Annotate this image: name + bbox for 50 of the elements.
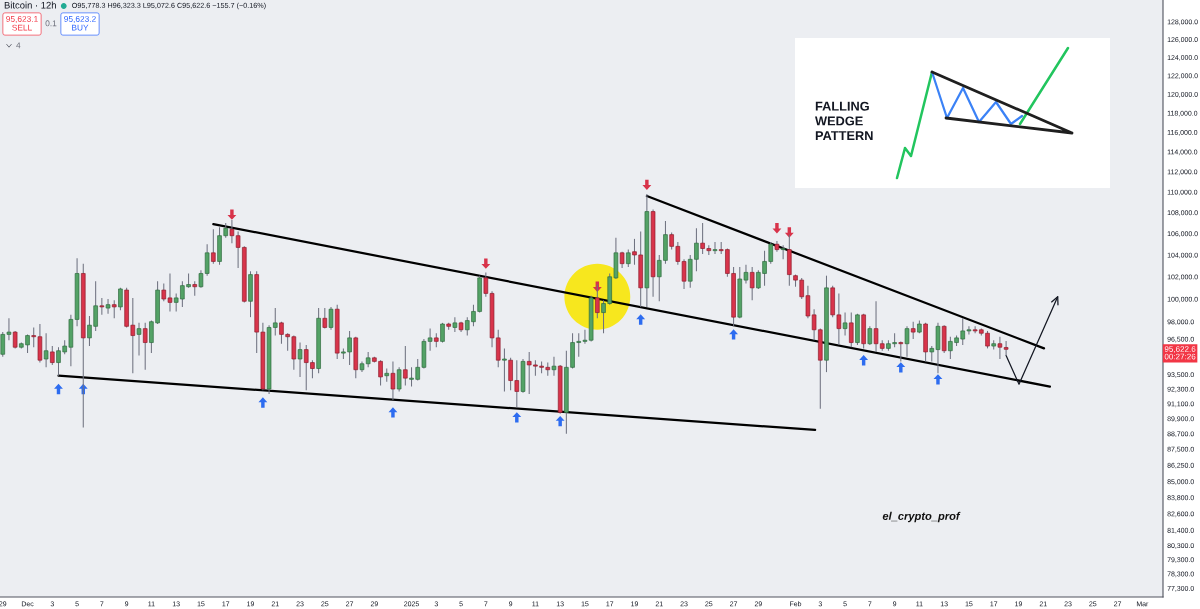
- candlestick: [712, 241, 718, 255]
- point: [642, 179, 652, 191]
- text: 95,622.6 00:27:26: [1164, 346, 1196, 360]
- point: [729, 329, 739, 340]
- candlestick: [1003, 340, 1009, 357]
- point: [555, 415, 565, 427]
- annotation: 0.1: [45, 20, 57, 27]
- candlestick: [427, 328, 433, 352]
- candlestick: [867, 325, 873, 346]
- candlestick: [848, 312, 854, 348]
- point: [512, 412, 522, 423]
- candlestick: [551, 356, 557, 377]
- candlestick: [390, 360, 396, 401]
- candlestick: [105, 298, 111, 315]
- candlestick: [322, 307, 328, 330]
- point: [896, 362, 906, 373]
- candlestick: [842, 312, 848, 337]
- candlestick: [142, 322, 148, 371]
- candlestick: [452, 316, 458, 333]
- point: [772, 223, 782, 234]
- candlestick: [898, 340, 904, 362]
- candlestick: [780, 244, 786, 260]
- point: [636, 314, 646, 325]
- point: [388, 407, 398, 418]
- candlestick: [50, 345, 55, 366]
- candlestick: [136, 322, 142, 356]
- candlestick: [297, 342, 303, 378]
- point: [933, 374, 943, 385]
- candlestick: [328, 306, 334, 331]
- point: [227, 209, 237, 220]
- candlestick: [403, 345, 408, 386]
- candlestick: [396, 366, 402, 392]
- annotation: el_crypto_prof: [882, 511, 961, 523]
- annotation: 95,623.2 BUY: [64, 16, 96, 31]
- point: [481, 258, 491, 269]
- candlestick: [749, 266, 755, 301]
- candlestick: [502, 347, 507, 392]
- candlestick: [211, 228, 216, 265]
- candlestick: [43, 332, 49, 368]
- candlestick: [997, 336, 1003, 360]
- candlestick: [111, 299, 117, 319]
- annotation: 95,623.1 SELL: [6, 16, 38, 31]
- annotation: FALLING WEDGE PATTERN: [815, 101, 873, 140]
- candlestick: [904, 325, 910, 358]
- point: [859, 354, 869, 366]
- candlestick: [774, 240, 780, 253]
- point: [258, 397, 268, 408]
- point: [54, 383, 63, 395]
- chart-title: Bitcoin · 12h: [4, 1, 56, 9]
- annotation: 4: [16, 42, 21, 49]
